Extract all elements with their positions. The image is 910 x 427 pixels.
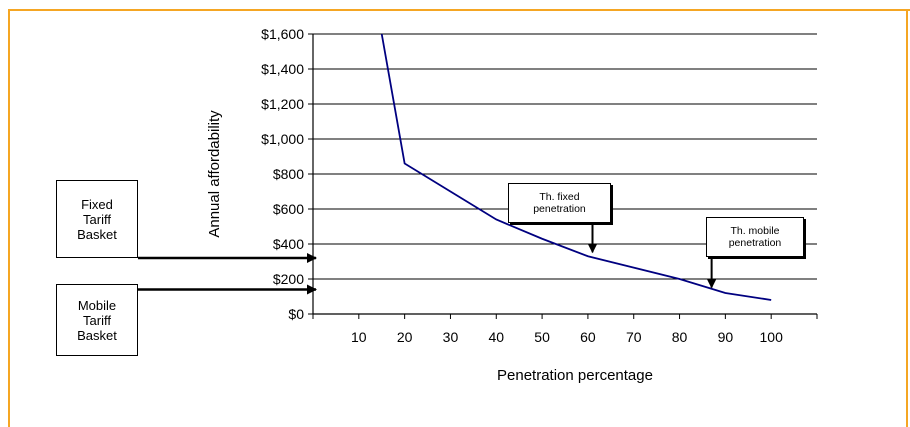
frame-top-border [8, 9, 910, 11]
y-tick-label-200: $200 [273, 271, 304, 287]
y-tick-label-1000: $1,000 [261, 131, 304, 147]
x-tick-label-30: 30 [443, 329, 459, 345]
x-tick-label-20: 20 [397, 329, 413, 345]
x-tick-label-40: 40 [488, 329, 504, 345]
series [380, 33, 772, 301]
fixed-tariff-basket-box: Fixed Tariff Basket [56, 180, 138, 258]
callout-arrows [138, 224, 717, 295]
x-tick-labels: 10 20 30 40 50 60 70 80 90 100 [351, 329, 783, 345]
mobile-tariff-basket-box: Mobile Tariff Basket [56, 284, 138, 356]
frame-right-border [906, 9, 908, 427]
mobile-tariff-basket-label: Mobile Tariff Basket [77, 297, 117, 343]
th-mobile-penetration-box: Th. mobile penetration [706, 217, 804, 257]
x-tick-label-70: 70 [626, 329, 642, 345]
series-line-0 [380, 33, 772, 301]
x-tick-label-80: 80 [672, 329, 688, 345]
x-axis-title: Penetration percentage [497, 367, 653, 384]
x-tick-label-50: 50 [534, 329, 550, 345]
y-axis-title: Annual affordability [206, 110, 223, 238]
frame-left-border [8, 9, 10, 427]
y-tick-label-0: $0 [288, 306, 304, 322]
grid-lines [313, 33, 817, 280]
y-tick-labels: $0 $200 $400 $600 $800 $1,000 $1,200 $1,400 $1,6… [261, 26, 304, 322]
y-tick-label-1200: $1,200 [261, 96, 304, 112]
y-tick-label-1400: $1,400 [261, 61, 304, 77]
th-mobile-penetration-label: Th. mobile penetration [728, 225, 782, 249]
y-tick-label-1600: $1,600 [261, 26, 304, 42]
x-tick-label-60: 60 [580, 329, 596, 345]
th-fixed-penetration-box: Th. fixed penetration [508, 183, 611, 223]
y-tick-label-800: $800 [273, 166, 304, 182]
y-tick-label-600: $600 [273, 201, 304, 217]
axes [308, 33, 818, 319]
th-fixed-penetration-label: Th. fixed penetration [533, 191, 586, 215]
x-tick-label-10: 10 [351, 329, 367, 345]
fixed-tariff-basket-label: Fixed Tariff Basket [77, 196, 117, 242]
y-tick-label-400: $400 [273, 236, 304, 252]
x-tick-label-100: 100 [760, 329, 784, 345]
x-tick-label-90: 90 [718, 329, 734, 345]
